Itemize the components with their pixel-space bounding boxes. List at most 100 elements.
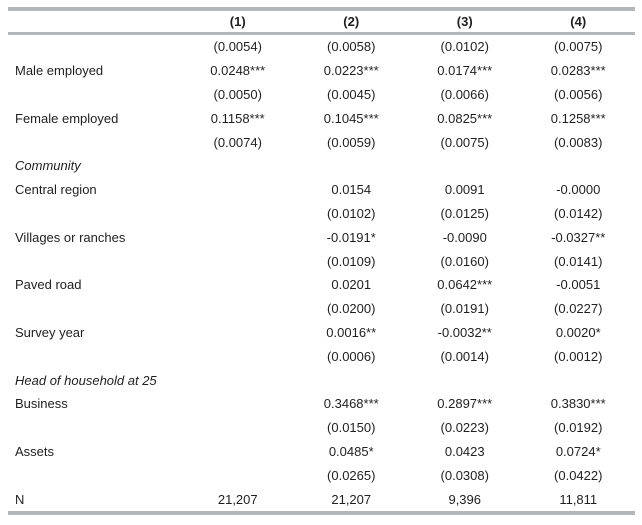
cell-value: (0.0056): [554, 86, 603, 102]
table-row: Assets 0.0485* 0.0423 0.0724*: [8, 440, 635, 464]
cell-value: (0.0014): [440, 348, 489, 364]
table-top-rule: [8, 7, 635, 11]
table-row: Villages or ranches -0.0191* -0.0090 -0.032…: [8, 225, 635, 249]
cell-value: (0.0109): [327, 253, 376, 269]
cell-value: (0.0142): [554, 205, 603, 221]
cell-value: 0.0423: [444, 443, 485, 459]
cell-value: 0.0201: [331, 277, 372, 293]
cell-value: 0.0642***: [437, 277, 493, 293]
cell-value: (0.0422): [554, 467, 603, 483]
table-row: (0.0050) (0.0045) (0.0066) (0.0056): [8, 83, 635, 107]
cell-value: 0.0091: [444, 182, 485, 198]
cell-value: (0.0054): [213, 39, 262, 55]
cell-value: (0.0083): [554, 134, 603, 150]
row-label: Male employed: [15, 63, 104, 79]
cell-value: (0.0059): [327, 134, 376, 150]
row-label: Central region: [15, 182, 97, 198]
table-row: Male employed 0.0248*** 0.0223*** 0.0174***…: [8, 59, 635, 83]
cell-value: 0.0016**: [326, 324, 377, 340]
cell-value: 21,207: [331, 491, 372, 507]
row-label: Female employed: [15, 110, 119, 126]
cell-value: -0.0051: [556, 277, 601, 293]
row-label: N: [15, 491, 25, 507]
cell-value: (0.0191): [440, 301, 489, 317]
cell-value: (0.0075): [440, 134, 489, 150]
cell-value: 11,811: [559, 491, 598, 507]
cell-value: (0.0058): [327, 39, 376, 55]
cell-value: (0.0308): [440, 467, 489, 483]
cell-value: 0.0283***: [550, 63, 606, 79]
table-row: (0.0074) (0.0059) (0.0075) (0.0083): [8, 130, 635, 154]
header-col-3: (3): [456, 14, 473, 29]
cell-value: (0.0066): [440, 86, 489, 102]
cell-value: (0.0006): [327, 348, 376, 364]
cell-value: (0.0223): [440, 420, 489, 436]
cell-value: 0.0248***: [210, 63, 266, 79]
cell-value: (0.0012): [554, 348, 603, 364]
cell-value: -0.0032**: [437, 324, 492, 340]
cell-value: -0.0090: [442, 229, 487, 245]
row-label: Head of household at 25: [15, 372, 157, 388]
cell-value: 0.1158***: [210, 110, 265, 126]
table-row: Community: [8, 154, 635, 178]
cell-value: (0.0102): [440, 39, 489, 55]
table-row: Survey year 0.0016** -0.0032** 0.0020*: [8, 321, 635, 345]
row-label: Assets: [15, 443, 55, 459]
table-header-rule: [8, 32, 635, 35]
cell-value: 0.0154: [331, 182, 372, 198]
table-body: (0.0054) (0.0058) (0.0102) (0.0075) Male emp…: [8, 35, 635, 511]
cell-value: -0.0000: [556, 182, 601, 198]
table-row: N 21,207 21,207 9,396 11,811: [8, 487, 635, 511]
cell-value: (0.0141): [554, 253, 603, 269]
cell-value: 0.1045***: [323, 110, 379, 126]
cell-value: (0.0050): [213, 86, 262, 102]
cell-value: (0.0045): [327, 86, 376, 102]
row-label: Business: [15, 396, 68, 412]
table-row: Head of household at 25: [8, 368, 635, 392]
table-row: (0.0200) (0.0191) (0.0227): [8, 297, 635, 321]
cell-value: 0.0825***: [437, 110, 493, 126]
cell-value: 0.0174***: [437, 63, 493, 79]
header-col-4: (4): [570, 14, 587, 29]
row-label: Villages or ranches: [15, 229, 126, 245]
cell-value: (0.0075): [554, 39, 603, 55]
cell-value: 21,207: [217, 491, 258, 507]
table-row: Business 0.3468*** 0.2897*** 0.3830***: [8, 392, 635, 416]
cell-value: -0.0327**: [551, 229, 606, 245]
header-col-2: (2): [343, 14, 360, 29]
cell-value: 0.3830***: [550, 396, 606, 412]
cell-value: 0.0020*: [555, 324, 601, 340]
cell-value: -0.0191*: [326, 229, 376, 245]
table-row: Central region 0.0154 0.0091 -0.0000: [8, 178, 635, 202]
table-row: (0.0109) (0.0160) (0.0141): [8, 249, 635, 273]
cell-value: (0.0102): [327, 205, 376, 221]
table-row: Paved road 0.0201 0.0642*** -0.0051: [8, 273, 635, 297]
regression-table: (1) (2) (3) (4) (0.0054) (0.0058) (0.0102)…: [8, 7, 635, 515]
cell-value: (0.0150): [327, 420, 376, 436]
cell-value: (0.0125): [440, 205, 489, 221]
cell-value: 9,396: [448, 491, 482, 507]
row-label: Paved road: [15, 277, 82, 293]
cell-value: (0.0160): [440, 253, 489, 269]
header-col-1: (1): [229, 14, 246, 29]
cell-value: 0.0724*: [555, 443, 601, 459]
table-row: (0.0054) (0.0058) (0.0102) (0.0075): [8, 35, 635, 59]
table-bottom-rule: [8, 510, 635, 515]
cell-value: (0.0227): [554, 301, 603, 317]
cell-value: (0.0192): [554, 420, 603, 436]
row-label: Community: [15, 158, 81, 174]
cell-value: (0.0200): [327, 301, 376, 317]
cell-value: 0.2897***: [437, 396, 493, 412]
table-row: (0.0102) (0.0125) (0.0142): [8, 202, 635, 226]
cell-value: 0.0223***: [323, 63, 379, 79]
table-row: (0.0150) (0.0223) (0.0192): [8, 416, 635, 440]
table-header-row: (1) (2) (3) (4): [8, 11, 635, 32]
table-row: (0.0006) (0.0014) (0.0012): [8, 344, 635, 368]
cell-value: (0.0074): [213, 134, 262, 150]
cell-value: 0.1258***: [550, 110, 606, 126]
table-row: Female employed 0.1158*** 0.1045*** 0.0825*…: [8, 106, 635, 130]
cell-value: 0.0485*: [328, 443, 374, 459]
cell-value: 0.3468***: [323, 396, 379, 412]
table-row: (0.0265) (0.0308) (0.0422): [8, 463, 635, 487]
row-label: Survey year: [15, 324, 85, 340]
